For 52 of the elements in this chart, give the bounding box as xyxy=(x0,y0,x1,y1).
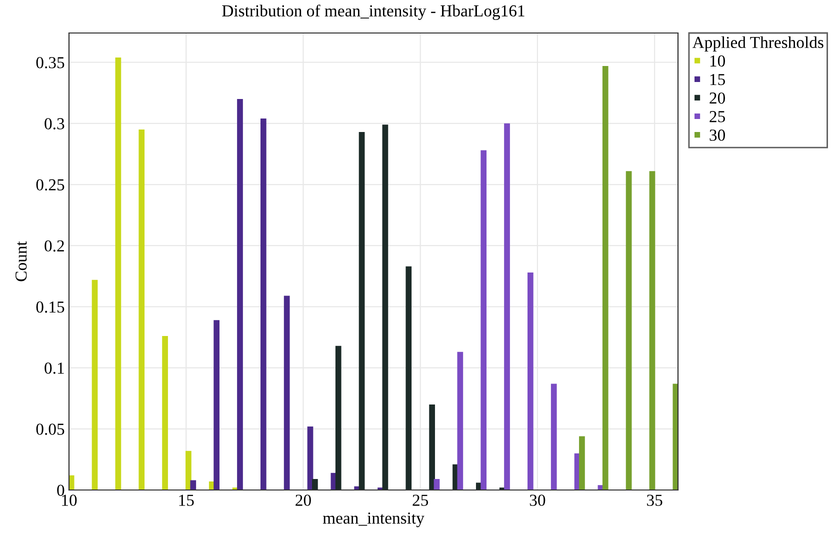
bar xyxy=(237,98,243,490)
bar xyxy=(382,124,388,490)
bar xyxy=(312,479,318,490)
y-tick-label: 0.25 xyxy=(36,179,64,191)
bar xyxy=(358,132,365,490)
bar xyxy=(190,480,196,490)
legend-label: 20 xyxy=(710,92,725,104)
x-tick-label: 15 xyxy=(179,494,194,506)
bar xyxy=(626,171,632,490)
bar xyxy=(649,171,656,490)
chart-title: Distribution of mean_intensity - HbarLog161 xyxy=(222,4,524,20)
legend-label: 15 xyxy=(710,74,725,86)
y-tick-label: 0 xyxy=(57,484,64,496)
bar xyxy=(480,150,487,490)
bar xyxy=(528,272,534,490)
bar xyxy=(138,130,145,490)
bar xyxy=(335,346,342,490)
bar xyxy=(672,384,678,490)
y-tick-label: 0.35 xyxy=(36,57,64,68)
y-tick-label: 0.15 xyxy=(36,301,64,313)
bar xyxy=(69,475,74,490)
bar xyxy=(406,266,412,490)
bar xyxy=(429,404,435,490)
bar xyxy=(260,118,266,490)
bar xyxy=(186,450,192,490)
legend-label: 10 xyxy=(710,55,725,67)
bar xyxy=(92,280,98,490)
legend-label: 25 xyxy=(710,111,725,122)
x-axis-title: mean_intensity xyxy=(322,512,424,528)
x-tick-label: 20 xyxy=(296,494,311,506)
bar xyxy=(162,336,168,490)
x-tick-label: 35 xyxy=(647,494,662,506)
bar xyxy=(434,479,440,490)
legend-title: Applied Thresholds xyxy=(692,36,824,52)
x-tick-label: 25 xyxy=(412,494,428,506)
bar xyxy=(504,123,510,490)
x-tick-label: 30 xyxy=(530,494,546,506)
bar xyxy=(579,436,585,490)
bar xyxy=(307,426,314,490)
y-tick-label: 0.3 xyxy=(44,118,64,130)
y-tick-label: 0.2 xyxy=(44,240,64,252)
bar xyxy=(602,66,608,490)
bar xyxy=(457,352,464,490)
bar xyxy=(214,320,220,490)
bar xyxy=(550,384,557,490)
y-tick-label: 0.1 xyxy=(44,362,64,374)
bar xyxy=(284,296,290,490)
bar xyxy=(115,57,122,490)
legend-label: 30 xyxy=(710,130,725,141)
y-axis-title: Count xyxy=(16,241,27,282)
x-tick-label: 10 xyxy=(62,494,77,506)
y-tick-label: 0.05 xyxy=(36,424,64,435)
